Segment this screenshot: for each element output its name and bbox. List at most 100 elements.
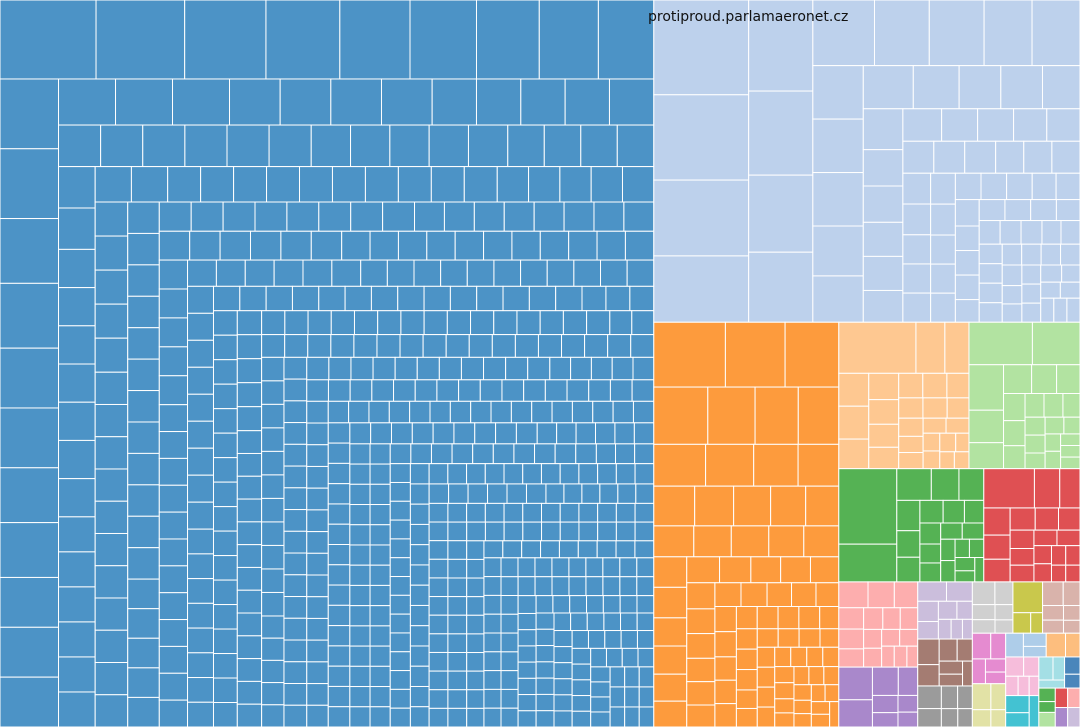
treemap-cell[interactable]: [389, 576, 411, 596]
treemap-cell[interactable]: [1067, 687, 1080, 709]
treemap-cell[interactable]: [1060, 456, 1080, 470]
treemap-cell[interactable]: [615, 463, 636, 485]
treemap-cell[interactable]: [158, 699, 189, 727]
treemap-cell[interactable]: [1024, 416, 1046, 436]
treemap-cell[interactable]: [917, 638, 940, 666]
treemap-cell[interactable]: [568, 230, 598, 261]
treemap-cell[interactable]: [863, 607, 884, 630]
treemap-cell[interactable]: [573, 259, 601, 287]
treemap-cell[interactable]: [902, 234, 932, 265]
treemap-cell[interactable]: [906, 645, 919, 668]
treemap-cell[interactable]: [528, 285, 557, 312]
treemap-cell[interactable]: [369, 686, 391, 708]
treemap-cell[interactable]: [261, 310, 286, 336]
treemap-cell[interactable]: [577, 540, 598, 559]
treemap-cell[interactable]: [389, 594, 411, 615]
treemap-cell[interactable]: [279, 78, 332, 126]
treemap-cell[interactable]: [714, 631, 737, 658]
treemap-cell[interactable]: [798, 628, 821, 648]
treemap-cell[interactable]: [922, 450, 941, 470]
treemap-cell[interactable]: [380, 78, 433, 126]
treemap-cell[interactable]: [369, 230, 399, 261]
treemap-cell[interactable]: [954, 250, 980, 276]
treemap-cell[interactable]: [447, 596, 468, 616]
treemap-cell[interactable]: [686, 633, 716, 659]
treemap-cell[interactable]: [369, 625, 391, 647]
treemap-cell[interactable]: [1058, 507, 1080, 531]
treemap-cell[interactable]: [426, 230, 456, 261]
treemap-cell[interactable]: [635, 483, 655, 504]
treemap-cell[interactable]: [983, 558, 1011, 583]
treemap-cell[interactable]: [585, 557, 604, 578]
treemap-cell[interactable]: [638, 666, 655, 688]
treemap-cell[interactable]: [1061, 264, 1080, 283]
treemap-cell[interactable]: [917, 664, 940, 687]
treemap-cell[interactable]: [511, 230, 541, 261]
treemap-cell[interactable]: [306, 400, 329, 424]
treemap-cell[interactable]: [261, 497, 285, 523]
treemap-cell[interactable]: [219, 230, 252, 261]
treemap-cell[interactable]: [466, 670, 485, 691]
treemap-cell[interactable]: [919, 522, 942, 545]
treemap-cell[interactable]: [364, 166, 399, 203]
treemap-cell[interactable]: [944, 321, 970, 374]
treemap-cell[interactable]: [389, 124, 430, 168]
treemap-cell[interactable]: [386, 259, 415, 287]
treemap-cell[interactable]: [428, 463, 449, 485]
treemap-cell[interactable]: [535, 677, 555, 695]
treemap-cell[interactable]: [127, 295, 160, 329]
treemap-cell[interactable]: [261, 474, 285, 499]
treemap-cell[interactable]: [930, 203, 956, 236]
treemap-cell[interactable]: [1012, 581, 1044, 614]
treemap-cell[interactable]: [310, 230, 343, 261]
treemap-cell[interactable]: [609, 310, 633, 336]
treemap-cell[interactable]: [587, 630, 606, 649]
treemap-cell[interactable]: [871, 712, 899, 727]
treemap-cell[interactable]: [994, 581, 1014, 606]
treemap-cell[interactable]: [394, 356, 418, 381]
treemap-cell[interactable]: [500, 651, 519, 672]
treemap-cell[interactable]: [653, 321, 726, 388]
treemap-cell[interactable]: [551, 557, 570, 578]
treemap-cell[interactable]: [539, 310, 564, 336]
treemap-cell[interactable]: [306, 444, 329, 467]
treemap-cell[interactable]: [1044, 433, 1062, 452]
treemap-cell[interactable]: [1021, 264, 1042, 285]
treemap-cell[interactable]: [536, 422, 558, 445]
treemap-cell[interactable]: [1043, 393, 1064, 418]
treemap-cell[interactable]: [597, 463, 617, 485]
treemap-cell[interactable]: [187, 578, 214, 604]
treemap-cell[interactable]: [541, 521, 561, 542]
treemap-cell[interactable]: [957, 685, 973, 710]
treemap-cell[interactable]: [212, 555, 238, 581]
treemap-cell[interactable]: [466, 614, 485, 635]
treemap-cell[interactable]: [686, 681, 716, 706]
treemap-cell[interactable]: [466, 558, 485, 579]
treemap-cell[interactable]: [553, 612, 572, 632]
treemap-cell[interactable]: [172, 78, 230, 126]
treemap-cell[interactable]: [261, 659, 285, 684]
treemap-cell[interactable]: [389, 538, 411, 559]
treemap-cell[interactable]: [838, 581, 869, 609]
treemap-cell[interactable]: [898, 397, 924, 419]
treemap-cell[interactable]: [815, 582, 840, 608]
treemap-cell[interactable]: [348, 400, 370, 424]
treemap-cell[interactable]: [212, 628, 238, 655]
treemap-cell[interactable]: [956, 600, 973, 620]
treemap-cell[interactable]: [389, 707, 411, 727]
treemap-cell[interactable]: [605, 285, 631, 312]
treemap-cell[interactable]: [609, 666, 626, 688]
treemap-cell[interactable]: [158, 619, 189, 647]
treemap-cell[interactable]: [620, 612, 638, 632]
treemap-cell[interactable]: [893, 581, 919, 609]
treemap-cell[interactable]: [631, 379, 655, 402]
treemap-cell[interactable]: [283, 443, 308, 467]
treemap-cell[interactable]: [472, 443, 494, 465]
treemap-cell[interactable]: [306, 552, 329, 576]
treemap-cell[interactable]: [735, 628, 758, 650]
treemap-cell[interactable]: [261, 380, 285, 405]
treemap-cell[interactable]: [517, 629, 537, 647]
treemap-cell[interactable]: [428, 558, 449, 579]
treemap-cell[interactable]: [266, 166, 301, 203]
treemap-cell[interactable]: [496, 166, 530, 203]
